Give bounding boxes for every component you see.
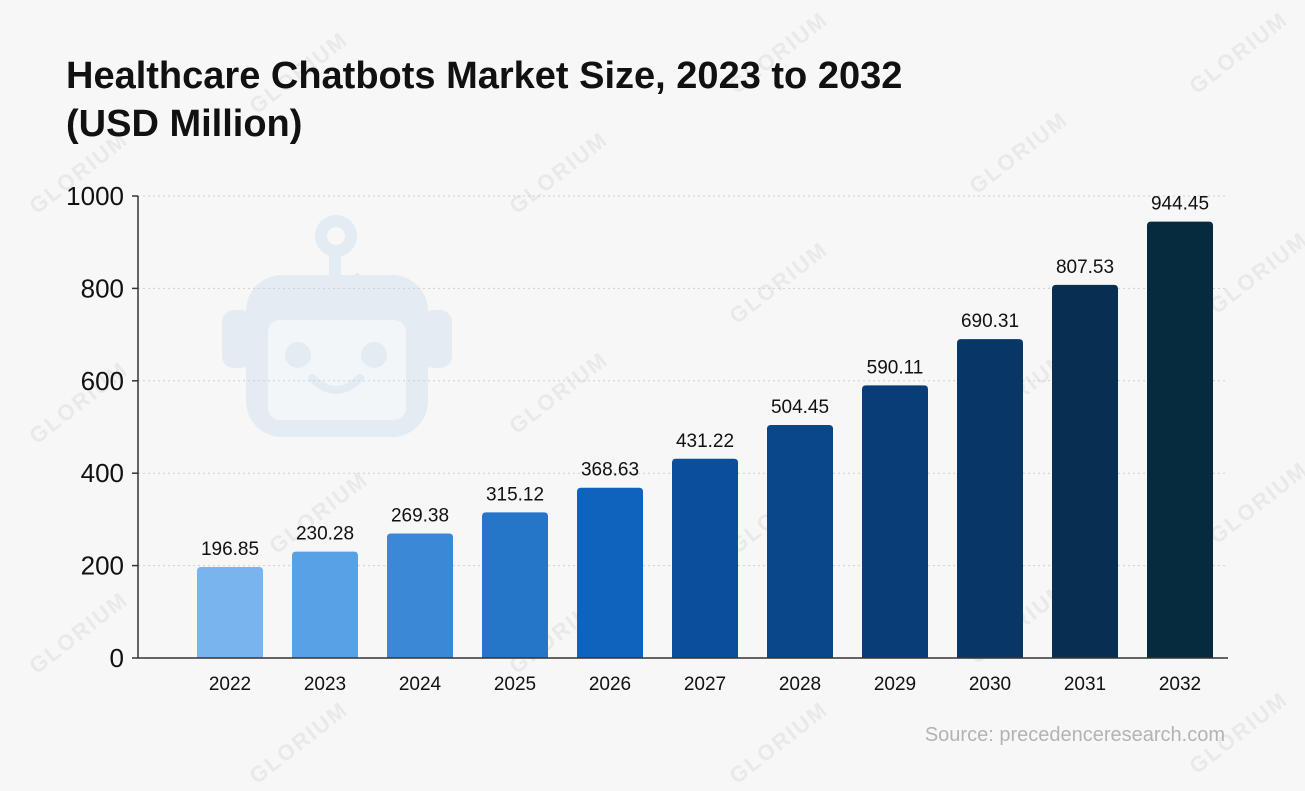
x-tick-label-2023: 2023 bbox=[304, 674, 346, 695]
y-tick-label: 600 bbox=[81, 366, 124, 396]
data-label-2030: 690.31 bbox=[961, 311, 1019, 332]
y-tick-label: 1000 bbox=[66, 181, 124, 211]
x-tick-label-2022: 2022 bbox=[209, 674, 251, 695]
bar-2031 bbox=[1052, 284, 1118, 658]
y-tick-label: 800 bbox=[81, 273, 124, 303]
bars: 196.85 230.28 269.38 315.12 368.63 431.22 504.… bbox=[197, 194, 1213, 658]
x-tick-label-2024: 2024 bbox=[399, 674, 442, 695]
x-tick-label-2032: 2032 bbox=[1159, 674, 1201, 695]
bar-2026 bbox=[577, 487, 643, 658]
y-axis: 0 200 400 600 800 1000 bbox=[66, 181, 139, 673]
chart-title: Healthcare Chatbots Market Size, 2023 to… bbox=[66, 52, 1166, 148]
bar-2030 bbox=[957, 339, 1023, 658]
y-tick-label: 400 bbox=[81, 458, 124, 488]
data-label-2022: 196.85 bbox=[201, 539, 259, 560]
bar-2032 bbox=[1147, 221, 1213, 658]
bar-2027 bbox=[672, 458, 738, 658]
x-tick-label-2027: 2027 bbox=[684, 674, 726, 695]
data-label-2031: 807.53 bbox=[1056, 257, 1114, 278]
data-label-2029: 590.11 bbox=[867, 357, 924, 378]
data-label-2027: 431.22 bbox=[676, 431, 734, 452]
chart-title-line-2: (USD Million) bbox=[66, 103, 303, 145]
bar-2024 bbox=[387, 533, 453, 658]
data-label-2028: 504.45 bbox=[771, 397, 829, 418]
data-label-2026: 368.63 bbox=[581, 460, 639, 481]
bar-2022 bbox=[197, 567, 263, 658]
x-axis: 2022 2023 2024 2025 2026 2027 2028 2029 2030 2031… bbox=[138, 657, 1228, 695]
bar-2023 bbox=[292, 551, 358, 658]
data-label-2023: 230.28 bbox=[296, 524, 354, 545]
y-tick-label: 200 bbox=[81, 551, 124, 581]
data-label-2025: 315.12 bbox=[486, 484, 544, 505]
bar-2028 bbox=[767, 424, 833, 658]
data-label-2032: 944.45 bbox=[1151, 194, 1209, 215]
y-tick-label: 0 bbox=[110, 643, 124, 673]
data-label-2024: 269.38 bbox=[391, 506, 449, 527]
bar-2029 bbox=[862, 385, 928, 658]
robot-icon bbox=[222, 215, 452, 437]
chart-title-line-1: Healthcare Chatbots Market Size, 2023 to… bbox=[66, 55, 903, 97]
x-tick-label-2025: 2025 bbox=[494, 674, 536, 695]
x-tick-label-2028: 2028 bbox=[779, 674, 821, 695]
x-tick-label-2029: 2029 bbox=[874, 674, 916, 695]
bar-2025 bbox=[482, 512, 548, 658]
x-tick-label-2031: 2031 bbox=[1064, 674, 1106, 695]
x-tick-label-2026: 2026 bbox=[589, 674, 631, 695]
x-tick-label-2030: 2030 bbox=[969, 674, 1011, 695]
source-note: Source: precedenceresearch.com bbox=[924, 724, 1225, 746]
